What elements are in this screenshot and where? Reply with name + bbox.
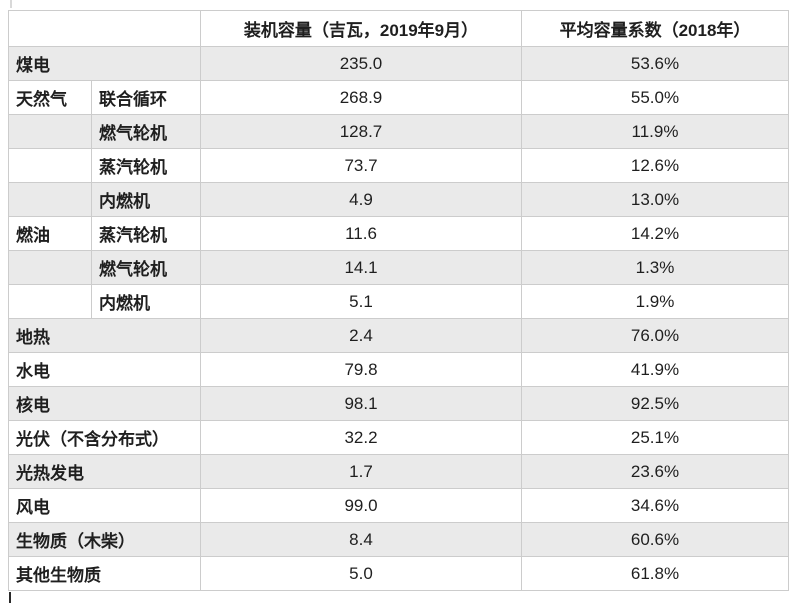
header-factor-cell: 平均容量系数（2018年） (521, 10, 789, 47)
capacity-cell: 79.8 (200, 352, 522, 387)
factor-cell: 11.9% (521, 114, 789, 149)
category-cell: 地热 (8, 318, 201, 353)
factor-cell: 55.0% (521, 80, 789, 115)
category-cell: 煤电 (8, 46, 201, 81)
category-cell (8, 284, 92, 319)
capacity-cell: 128.7 (200, 114, 522, 149)
capacity-cell: 32.2 (200, 420, 522, 455)
table-row: 燃气轮机 128.7 11.9% (8, 114, 789, 149)
factor-cell: 60.6% (521, 522, 789, 557)
table-row: 燃油 蒸汽轮机 11.6 14.2% (8, 216, 789, 251)
table-row: 风电 99.0 34.6% (8, 488, 789, 523)
category-cell: 光伏（不含分布式） (8, 420, 201, 455)
table-row: 燃气轮机 14.1 1.3% (8, 250, 789, 285)
table-row: 水电 79.8 41.9% (8, 352, 789, 387)
factor-cell: 92.5% (521, 386, 789, 421)
category-cell: 光热发电 (8, 454, 201, 489)
subcategory-cell: 内燃机 (91, 182, 201, 217)
subcategory-cell: 蒸汽轮机 (91, 216, 201, 251)
table-row: 煤电 235.0 53.6% (8, 46, 789, 81)
table-row: 其他生物质 5.0 61.8% (8, 556, 789, 591)
table-row: 生物质（木柴） 8.4 60.6% (8, 522, 789, 557)
category-cell: 燃油 (8, 216, 92, 251)
table-row: 内燃机 4.9 13.0% (8, 182, 789, 217)
factor-cell: 23.6% (521, 454, 789, 489)
capacity-cell: 5.0 (200, 556, 522, 591)
subcategory-cell: 蒸汽轮机 (91, 148, 201, 183)
subcategory-cell: 联合循环 (91, 80, 201, 115)
subcategory-cell: 燃气轮机 (91, 114, 201, 149)
subcategory-cell: 燃气轮机 (91, 250, 201, 285)
category-cell: 其他生物质 (8, 556, 201, 591)
factor-cell: 1.3% (521, 250, 789, 285)
category-cell: 核电 (8, 386, 201, 421)
capacity-cell: 235.0 (200, 46, 522, 81)
factor-cell: 34.6% (521, 488, 789, 523)
table-row: 地热 2.4 76.0% (8, 318, 789, 353)
capacity-cell: 99.0 (200, 488, 522, 523)
category-cell: 生物质（木柴） (8, 522, 201, 557)
category-cell: 天然气 (8, 80, 92, 115)
category-cell (8, 114, 92, 149)
table-row: 核电 98.1 92.5% (8, 386, 789, 421)
capacity-cell: 8.4 (200, 522, 522, 557)
capacity-cell: 268.9 (200, 80, 522, 115)
header-row: 装机容量（吉瓦，2019年9月） 平均容量系数（2018年） (8, 10, 789, 47)
category-cell: 风电 (8, 488, 201, 523)
table-row: 内燃机 5.1 1.9% (8, 284, 789, 319)
factor-cell: 61.8% (521, 556, 789, 591)
factor-cell: 13.0% (521, 182, 789, 217)
factor-cell: 41.9% (521, 352, 789, 387)
capacity-cell: 1.7 (200, 454, 522, 489)
factor-cell: 25.1% (521, 420, 789, 455)
factor-cell: 53.6% (521, 46, 789, 81)
table-row: 光热发电 1.7 23.6% (8, 454, 789, 489)
table-body: 煤电 235.0 53.6% 天然气 联合循环 268.9 55.0% 燃气轮机 128.7 11… (8, 46, 789, 591)
category-cell (8, 148, 92, 183)
capacity-cell: 14.1 (200, 250, 522, 285)
category-cell (8, 182, 92, 217)
category-cell: 水电 (8, 352, 201, 387)
subcategory-cell: 内燃机 (91, 284, 201, 319)
category-cell (8, 250, 92, 285)
capacity-cell: 73.7 (200, 148, 522, 183)
factor-cell: 76.0% (521, 318, 789, 353)
capacity-cell: 5.1 (200, 284, 522, 319)
capacity-cell: 2.4 (200, 318, 522, 353)
factor-cell: 14.2% (521, 216, 789, 251)
header-corner-cell (8, 10, 201, 47)
header-capacity-cell: 装机容量（吉瓦，2019年9月） (200, 10, 522, 47)
factor-cell: 12.6% (521, 148, 789, 183)
text-cursor (9, 592, 11, 603)
capacity-table: 装机容量（吉瓦，2019年9月） 平均容量系数（2018年） 煤电 235.0 53… (8, 10, 789, 591)
edge-artifact (10, 0, 12, 8)
factor-cell: 1.9% (521, 284, 789, 319)
capacity-cell: 11.6 (200, 216, 522, 251)
table-row: 光伏（不含分布式） 32.2 25.1% (8, 420, 789, 455)
table-row: 天然气 联合循环 268.9 55.0% (8, 80, 789, 115)
capacity-cell: 98.1 (200, 386, 522, 421)
table-row: 蒸汽轮机 73.7 12.6% (8, 148, 789, 183)
capacity-cell: 4.9 (200, 182, 522, 217)
table-header: 装机容量（吉瓦，2019年9月） 平均容量系数（2018年） (8, 10, 789, 47)
